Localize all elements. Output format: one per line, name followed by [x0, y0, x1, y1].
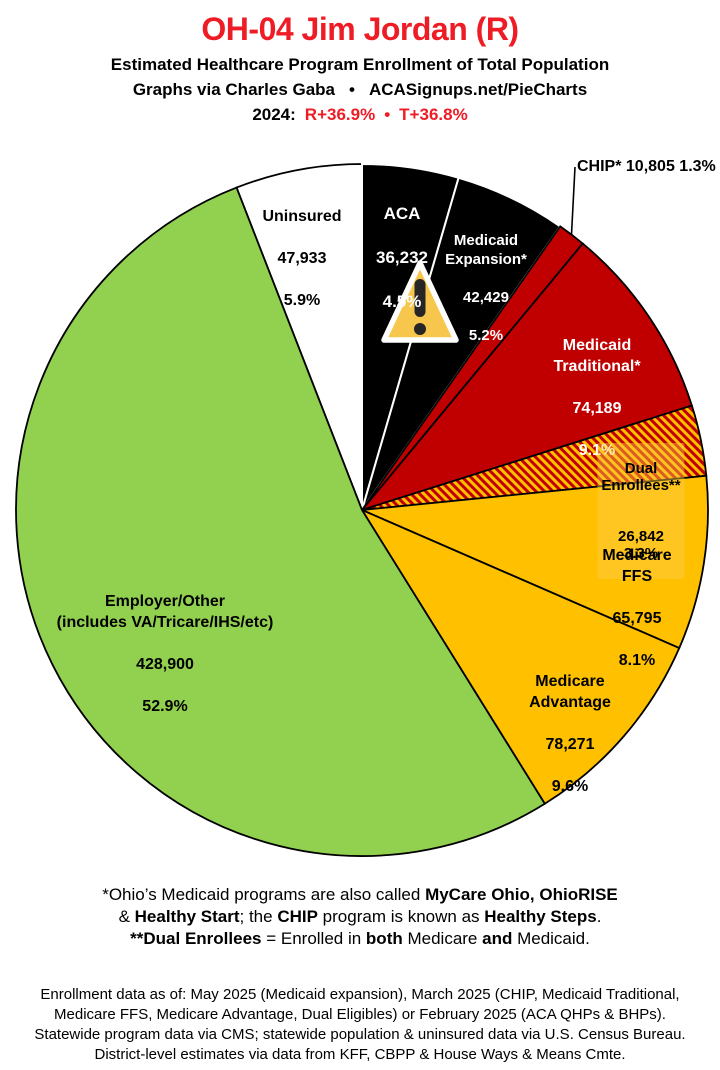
slice-name: CHIP* — [577, 158, 622, 175]
slice-pct: 3.3% — [623, 545, 659, 562]
header: OH-04 Jim Jordan (R) Estimated Healthcar… — [0, 0, 720, 126]
pie-slices-group — [15, 162, 709, 857]
footnote-line: *Ohio’s Medicaid programs are also calle… — [102, 885, 618, 904]
footnote-line: Medicare FFS, Medicare Advantage, Dual E… — [54, 1006, 666, 1023]
pie-label-employer-other: Employer/Other (includes VA/Tricare/IHS/… — [57, 570, 274, 738]
slice-value: 36,232 — [376, 248, 428, 267]
slice-value: 42,429 — [463, 289, 509, 306]
slice-value: 428,900 — [136, 656, 194, 673]
bullet-separator: • — [384, 105, 391, 124]
chip-callout-line — [570, 166, 576, 235]
slice-name: ACA — [383, 204, 421, 223]
slice-name: Medicare Advantage — [529, 673, 611, 711]
credit-site: ACASignups.net/PieCharts — [368, 80, 588, 99]
data-sources-footnote: Enrollment data as of: May 2025 (Medicai… — [0, 985, 720, 1065]
election-results-line: 2024: R+36.9% • T+36.8% — [0, 104, 720, 126]
slice-value: 78,271 — [545, 736, 595, 753]
warning-exclamation-bar — [414, 279, 426, 317]
pie-label-medicaid-traditional: Medicaid Traditional* 74,189 9.1% — [553, 314, 640, 482]
pie-slice-employer-other — [15, 186, 547, 857]
slice-value: 10,805 — [625, 158, 675, 175]
pie-label-aca: ACA 36,232 4.5% — [376, 181, 428, 335]
slice-pct: 5.2% — [468, 327, 504, 344]
slice-pct: 8.1% — [618, 652, 656, 669]
slice-pct: 5.9% — [283, 292, 321, 309]
pie-slice-medicaid-traditional — [359, 242, 693, 512]
program-name-footnote: *Ohio’s Medicaid programs are also calle… — [0, 884, 720, 950]
footnote-line: Statewide program data via CMS; statewid… — [34, 1026, 686, 1043]
slice-pct: 1.3% — [679, 158, 716, 175]
credit-line: Graphs via Charles Gaba • ACASignups.net… — [0, 79, 720, 101]
election-year-label: 2024: — [252, 105, 296, 124]
warning-exclamation-dot — [414, 323, 426, 335]
pie-slice-uninsured — [235, 163, 363, 511]
pie-label-uninsured: Uninsured 47,933 5.9% — [262, 185, 341, 332]
page-title: OH-04 Jim Jordan (R) — [201, 11, 519, 47]
footnote-line: Enrollment data as of: May 2025 (Medicai… — [40, 986, 680, 1003]
pie-chart — [15, 162, 709, 857]
subtitle: Estimated Healthcare Program Enrollment … — [110, 55, 610, 74]
pie-label-dual-enrollees: Dual Enrollees** 26,842 3.3% — [597, 443, 685, 579]
credit-author: Graphs via Charles Gaba — [132, 80, 336, 99]
footnote-line: District-level estimates via data from K… — [94, 1046, 626, 1063]
slice-value: 65,795 — [612, 610, 662, 627]
election-r-result: R+36.9% — [304, 105, 376, 124]
slice-name: Medicaid Expansion* — [445, 232, 527, 268]
chart-area: ACA 36,232 4.5% Medicaid Expansion* 42,4… — [0, 140, 720, 872]
footnote-line: **Dual Enrollees = Enrolled in both Medi… — [130, 929, 590, 948]
pie-label-medicare-advantage: Medicare Advantage 78,271 9.6% — [529, 650, 611, 818]
bullet-separator: • — [349, 80, 355, 99]
slice-pct: 9.1% — [578, 442, 616, 459]
slice-name: Uninsured — [262, 208, 342, 225]
slice-value: 47,933 — [277, 250, 327, 267]
slice-name: Dual Enrollees** — [601, 460, 681, 494]
pie-label-medicare-ffs: Medicare FFS 65,795 8.1% — [596, 524, 679, 692]
warning-icon — [381, 260, 459, 343]
pie-slice-medicare-ffs — [358, 474, 709, 650]
pie-label-chip: CHIP* 10,805 1.3% — [577, 157, 716, 177]
slice-name: Medicare FFS — [602, 547, 672, 585]
footnote-line: & Healthy Start; the CHIP program is kno… — [118, 907, 602, 926]
slice-name: Employer/Other (includes VA/Tricare/IHS/… — [56, 593, 274, 631]
slice-value: 74,189 — [572, 400, 622, 417]
slice-pct: 9.6% — [551, 778, 589, 795]
slice-value: 26,842 — [618, 528, 664, 545]
election-t-result: T+36.8% — [399, 105, 468, 124]
slice-pct: 52.9% — [142, 698, 188, 715]
pie-slice-medicare-advantage — [359, 508, 681, 806]
slice-pct: 4.5% — [382, 292, 422, 311]
pie-label-medicaid-expansion: Medicaid Expansion* 42,429 5.2% — [445, 212, 527, 364]
slice-name: Medicaid Traditional* — [553, 337, 641, 375]
